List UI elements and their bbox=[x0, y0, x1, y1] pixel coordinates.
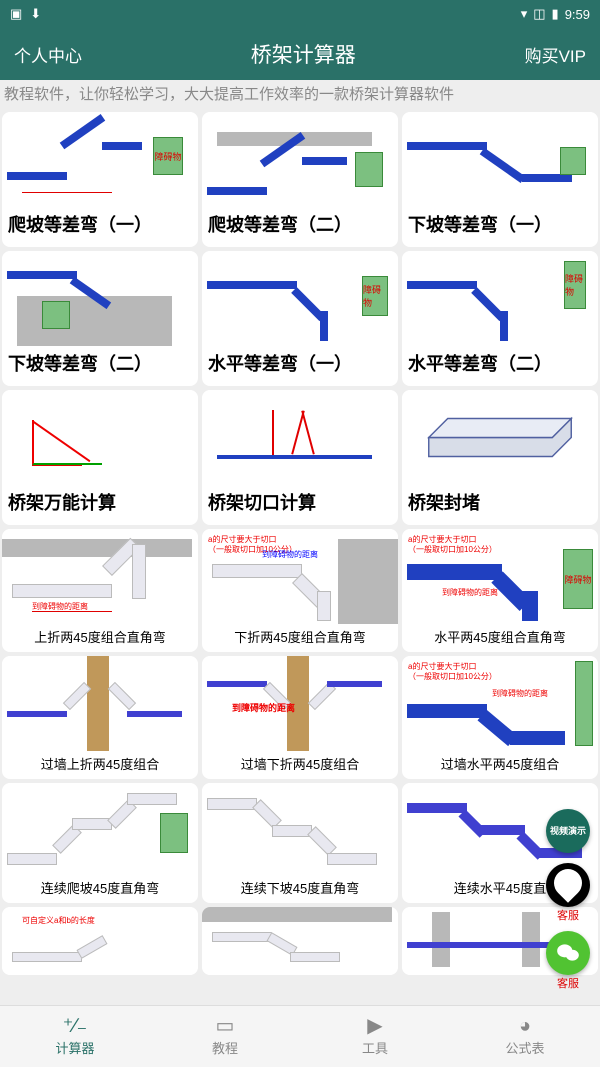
calc-card[interactable]: 障碍物 爬坡等差弯（一） bbox=[2, 112, 198, 247]
calculator-icon: ⁺∕₋ bbox=[63, 1016, 87, 1036]
download-icon: ⬇ bbox=[30, 6, 41, 22]
fab-stack: 视频演示 客服 客服 bbox=[546, 809, 590, 975]
calc-card[interactable]: 桥架封堵 bbox=[402, 390, 598, 525]
card-label: 爬坡等差弯（二） bbox=[202, 207, 398, 247]
nav-formula[interactable]: ◕ 公式表 bbox=[450, 1006, 600, 1067]
card-label: 连续下坡45度直角弯 bbox=[202, 875, 398, 903]
diagram bbox=[2, 656, 198, 751]
card-label: 下坡等差弯（二） bbox=[2, 346, 198, 386]
app-header: 个人中心 桥架计算器 购买VIP bbox=[0, 28, 600, 80]
card-label: 连续爬坡45度直角弯 bbox=[2, 875, 198, 903]
card-label: 桥架万能计算 bbox=[2, 485, 198, 525]
calc-card[interactable]: a的尺寸要大于切口 （一般取切口加10公分） 障碍物 到障碍物的距离 水平两45… bbox=[402, 529, 598, 652]
image-icon: ▣ bbox=[10, 6, 22, 22]
video-demo-fab[interactable]: 视频演示 bbox=[546, 809, 590, 853]
card-label: 下折两45度组合直角弯 bbox=[202, 624, 398, 652]
diagram bbox=[2, 783, 198, 875]
app-title: 桥架计算器 bbox=[251, 39, 356, 69]
diagram: a的尺寸要大于切口 （一般取切口加10公分） 障碍物 到障碍物的距离 bbox=[402, 529, 598, 624]
calc-card[interactable]: 爬坡等差弯（二） bbox=[202, 112, 398, 247]
diagram bbox=[202, 907, 398, 975]
nav-label: 公式表 bbox=[505, 1038, 544, 1057]
content-scroll[interactable]: 障碍物 爬坡等差弯（一） 爬坡等差弯（二） 下坡等差弯（一） bbox=[0, 110, 600, 995]
wechat-support-fab[interactable] bbox=[546, 931, 590, 975]
qq-support-fab[interactable] bbox=[546, 863, 590, 907]
diagram bbox=[202, 390, 398, 485]
calc-card[interactable]: 可自定义a和b的长度 bbox=[2, 907, 198, 975]
calc-card[interactable]: 连续爬坡45度直角弯 bbox=[2, 783, 198, 903]
diagram bbox=[2, 390, 198, 485]
calc-card[interactable]: 障碍物 水平等差弯（一） bbox=[202, 251, 398, 386]
card-label: 爬坡等差弯（一） bbox=[2, 207, 198, 247]
nav-label: 工具 bbox=[362, 1038, 388, 1057]
calc-card[interactable]: 桥架万能计算 bbox=[2, 390, 198, 525]
diagram: 障碍物 bbox=[202, 251, 398, 346]
diagram: a的尺寸要大于切口 （一般取切口加10公分） 到障碍物的距离 bbox=[402, 656, 598, 751]
bottom-nav: ⁺∕₋ 计算器 ▭ 教程 ▶ 工具 ◕ 公式表 bbox=[0, 1005, 600, 1067]
card-label: 过墙水平两45度组合 bbox=[402, 751, 598, 779]
calc-card[interactable]: 下坡等差弯（二） bbox=[2, 251, 198, 386]
calc-card[interactable]: 到障碍物的距离 过墙下折两45度组合 bbox=[202, 656, 398, 779]
diagram: 障碍物 bbox=[402, 251, 598, 346]
calc-card[interactable]: a的尺寸要大于切口 （一般取切口加10公分） 到障碍物的距离 下折两45度组合直… bbox=[202, 529, 398, 652]
calc-card[interactable] bbox=[202, 907, 398, 975]
card-label: 过墙下折两45度组合 bbox=[202, 751, 398, 779]
diagram bbox=[402, 112, 598, 207]
status-time: 9:59 bbox=[565, 7, 590, 22]
buy-vip-link[interactable]: 购买VIP bbox=[525, 42, 586, 67]
diagram: a的尺寸要大于切口 （一般取切口加10公分） 到障碍物的距离 bbox=[202, 529, 398, 624]
formula-icon: ◕ bbox=[519, 1016, 531, 1036]
no-sim-icon: ◫ bbox=[533, 6, 545, 22]
diagram bbox=[402, 390, 598, 485]
card-label: 桥架切口计算 bbox=[202, 485, 398, 525]
card-label: 桥架封堵 bbox=[402, 485, 598, 525]
card-label: 下坡等差弯（一） bbox=[402, 207, 598, 247]
calc-card[interactable]: 下坡等差弯（一） bbox=[402, 112, 598, 247]
card-label: 水平等差弯（二） bbox=[402, 346, 598, 386]
calc-card[interactable]: 过墙上折两45度组合 bbox=[2, 656, 198, 779]
status-bar: ▣ ⬇ ▾ ◫ ▮ 9:59 bbox=[0, 0, 600, 28]
nav-label: 教程 bbox=[212, 1038, 238, 1057]
nav-tools[interactable]: ▶ 工具 bbox=[300, 1006, 450, 1067]
calc-card[interactable]: 障碍物 水平等差弯（二） bbox=[402, 251, 598, 386]
tutorial-icon: ▭ bbox=[216, 1016, 235, 1036]
diagram: 可自定义a和b的长度 bbox=[2, 907, 198, 975]
card-label: 水平等差弯（一） bbox=[202, 346, 398, 386]
tools-icon: ▶ bbox=[367, 1016, 382, 1036]
calc-card[interactable]: a的尺寸要大于切口 （一般取切口加10公分） 到障碍物的距离 过墙水平两45度组… bbox=[402, 656, 598, 779]
card-label: 过墙上折两45度组合 bbox=[2, 751, 198, 779]
profile-link[interactable]: 个人中心 bbox=[14, 42, 82, 67]
calc-card[interactable]: 到障碍物的距离 上折两45度组合直角弯 bbox=[2, 529, 198, 652]
card-label: 水平两45度组合直角弯 bbox=[402, 624, 598, 652]
nav-label: 计算器 bbox=[55, 1038, 94, 1057]
diagram bbox=[202, 783, 398, 875]
card-label: 上折两45度组合直角弯 bbox=[2, 624, 198, 652]
diagram bbox=[202, 112, 398, 207]
nav-calculator[interactable]: ⁺∕₋ 计算器 bbox=[0, 1006, 150, 1067]
diagram bbox=[2, 251, 198, 346]
battery-icon: ▮ bbox=[552, 6, 559, 22]
diagram: 到障碍物的距离 bbox=[202, 656, 398, 751]
nav-tutorial[interactable]: ▭ 教程 bbox=[150, 1006, 300, 1067]
scroll-banner: 教程软件，让你轻松学习，大大提高工作效率的一款桥架计算器软件 bbox=[0, 80, 600, 110]
diagram: 到障碍物的距离 bbox=[2, 529, 198, 624]
wifi-icon: ▾ bbox=[521, 6, 528, 22]
diagram: 障碍物 bbox=[2, 112, 198, 207]
calc-card[interactable]: 连续下坡45度直角弯 bbox=[202, 783, 398, 903]
calc-card[interactable]: 桥架切口计算 bbox=[202, 390, 398, 525]
